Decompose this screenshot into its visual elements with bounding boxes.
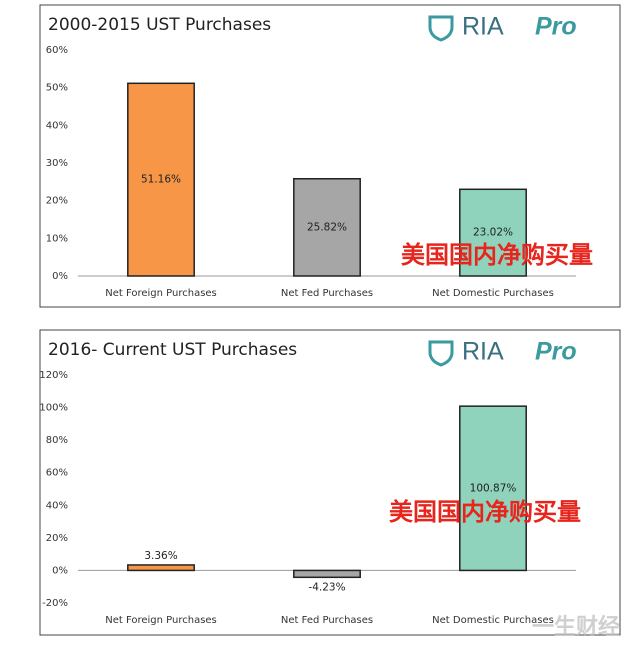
value-label: -4.23% [308,581,345,593]
bar [459,188,527,277]
y-tick-label: 120% [39,370,68,381]
annotation: 美国国内净购买量 [389,498,581,526]
bar [293,569,361,579]
x-tick-label: Net Foreign Purchases [105,288,217,299]
logo-sub: Pro [535,13,577,41]
bar [127,564,195,572]
chart-title: 2016- Current UST Purchases [48,340,297,360]
y-tick-label: 50% [46,83,68,94]
y-tick-label: 30% [46,158,68,169]
logo-icon [428,15,454,42]
value-label: 51.16% [141,174,181,186]
y-tick-label: 60% [46,468,68,479]
bar [127,82,195,277]
chart-title: 2000-2015 UST Purchases [48,15,271,35]
y-tick-label: 40% [46,500,68,511]
x-tick-label: Net Domestic Purchases [432,288,554,299]
y-tick-label: -20% [42,598,68,609]
x-tick-label: Net Fed Purchases [281,288,373,299]
value-label: 23.02% [473,227,513,239]
x-tick-label: Net Foreign Purchases [105,615,217,626]
y-tick-label: 0% [52,565,68,576]
x-tick-label: Net Fed Purchases [281,615,373,626]
value-label: 100.87% [470,482,517,494]
y-tick-label: 40% [46,120,68,131]
bar [459,405,527,572]
y-tick-label: 100% [39,403,68,414]
y-tick-label: 20% [46,533,68,544]
y-tick-label: 60% [46,45,68,56]
logo-sub: Pro [535,338,577,366]
y-tick-label: 20% [46,196,68,207]
x-tick-label: Net Domestic Purchases [432,615,554,626]
y-tick-label: 10% [46,233,68,244]
logo-main: RIA [462,13,504,41]
y-tick-label: 80% [46,435,68,446]
value-label: 3.36% [144,550,177,562]
watermark: 一生财经 [532,614,620,640]
y-tick-label: 0% [52,271,68,282]
annotation: 美国国内净购买量 [401,241,593,269]
value-label: 25.82% [307,221,347,233]
logo-icon [428,340,454,367]
logo-main: RIA [462,338,504,366]
bar [293,177,361,277]
